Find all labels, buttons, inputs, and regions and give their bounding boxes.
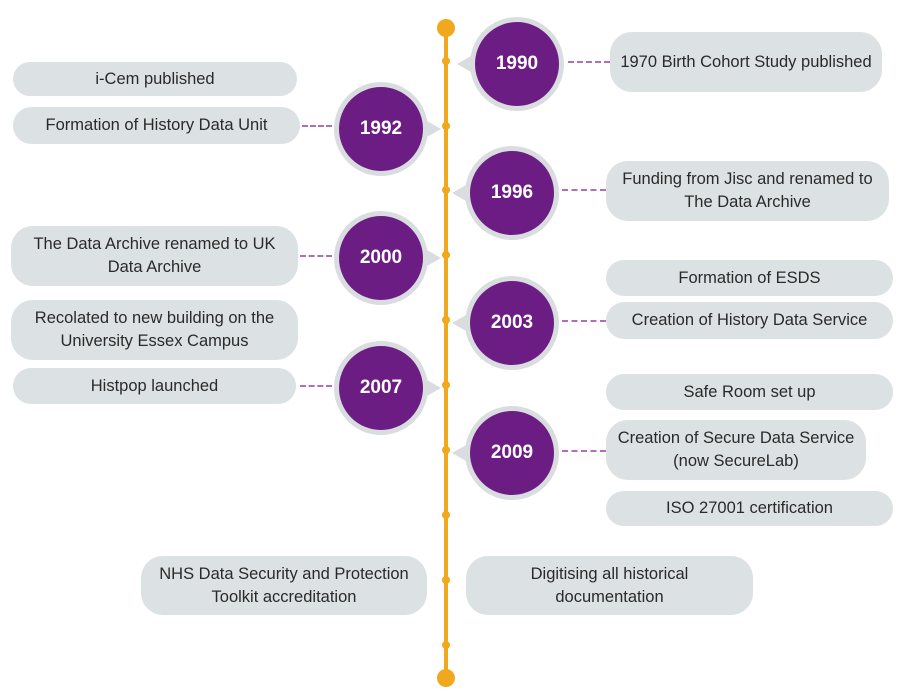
event-box-1970-birth-cohort: 1970 Birth Cohort Study published: [610, 32, 882, 92]
timeline-tick: [442, 186, 450, 194]
year-bubble-2003: 2003: [452, 276, 559, 370]
event-box-icem: i-Cem published: [13, 62, 297, 96]
timeline-tick: [442, 57, 450, 65]
event-box-esds: Formation of ESDS: [606, 260, 893, 296]
connector-2007: [300, 385, 332, 387]
timeline-tick: [442, 316, 450, 324]
event-box-nhs-toolkit: NHS Data Security and Protection Toolkit…: [141, 556, 427, 615]
event-box-relocated: Recolated to new building on the Univers…: [11, 300, 298, 360]
year-bubble-1992: 1992: [334, 82, 441, 176]
connector-2003: [562, 320, 606, 322]
year-bubble-1990: 1990: [457, 17, 564, 111]
connector-1990: [568, 61, 610, 63]
connector-1996: [562, 189, 606, 191]
event-box-iso-27001: ISO 27001 certification: [606, 491, 893, 526]
timeline-tick: [442, 251, 450, 259]
timeline-tick: [442, 511, 450, 519]
year-bubble-2009: 2009: [452, 406, 559, 500]
connector-2000: [300, 255, 332, 257]
event-box-digitising: Digitising all historical documentation: [466, 556, 753, 615]
timeline-tick: [442, 122, 450, 130]
event-box-secure-data-service: Creation of Secure Data Service (now Sec…: [606, 420, 866, 480]
year-bubble-1996: 1996: [452, 146, 559, 240]
timeline-tick: [442, 641, 450, 649]
year-bubble-2000: 2000: [334, 211, 441, 305]
timeline-end-dot: [437, 669, 455, 687]
event-box-history-data-unit: Formation of History Data Unit: [13, 107, 300, 144]
connector-1992: [302, 125, 332, 127]
event-box-histpop: Histpop launched: [13, 368, 296, 404]
timeline-tick: [442, 576, 450, 584]
event-box-history-data-service: Creation of History Data Service: [606, 302, 893, 339]
connector-2009: [562, 450, 606, 452]
timeline-start-dot: [437, 19, 455, 37]
event-box-jisc-funding: Funding from Jisc and renamed to The Dat…: [606, 161, 889, 221]
timeline-tick: [442, 381, 450, 389]
year-bubble-2007: 2007: [334, 341, 441, 435]
event-box-uk-data-archive: The Data Archive renamed to UK Data Arch…: [11, 226, 298, 286]
timeline-tick: [442, 446, 450, 454]
event-box-safe-room: Safe Room set up: [606, 374, 893, 410]
timeline-spine: [444, 28, 448, 678]
